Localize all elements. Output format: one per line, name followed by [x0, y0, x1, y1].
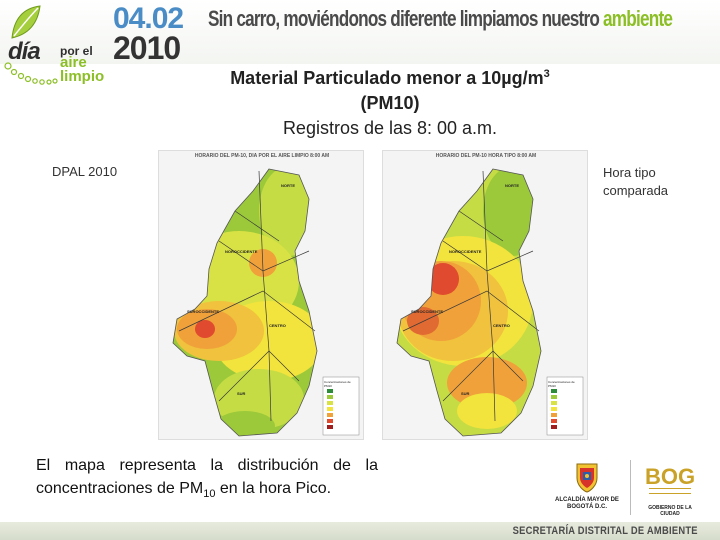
footer-secretaria: SECRETARÍA DISTRITAL DE AMBIENTE — [512, 525, 698, 537]
leaf-logo-icon — [11, 5, 41, 39]
event-date-year: 2010 — [113, 30, 181, 66]
district-label-suroccidente: SUROCCIDENTE — [411, 309, 444, 314]
pm10-map-hora-tipo: HORARIO DEL PM-10 HORA TIPO 8:00 AM NORT… — [382, 150, 588, 440]
header: día por el aire limpio 04.02 2010 Sin ca… — [0, 0, 720, 100]
district-label-sur: SUR — [237, 391, 246, 396]
label-hora-tipo: Hora tipo comparada — [603, 165, 669, 198]
title-line-3: Registros de las 8: 00 a.m. — [282, 118, 498, 138]
pm-subscript: 10 — [203, 488, 216, 501]
title-line-2: (PM10) — [360, 93, 420, 113]
map-caption: HORARIO DEL PM-10, DIA POR EL AIRE LIMPI… — [194, 153, 330, 159]
map-caption: HORARIO DEL PM-10 HORA TIPO 8:00 AM — [435, 153, 537, 159]
alcaldia-name: ALCALDÍA MAYOR DE BOGOTÁ D.C. — [555, 497, 619, 510]
event-date-day: 04.02 — [113, 2, 184, 35]
header-background — [0, 0, 720, 64]
logo-dia-text: día — [8, 38, 41, 65]
district-label-sur: SUR — [461, 391, 470, 396]
district-label-noroccidente: NOROCCIDENTE — [225, 249, 258, 254]
logo-por-el-text: por el — [60, 44, 93, 58]
district-label-norte: NORTE — [281, 183, 295, 188]
bog-subtitle: GOBIERNO DE LA CIUDAD — [648, 505, 692, 517]
district-label-centro: CENTRO — [493, 323, 510, 328]
pm10-map-hora-tipo-graphic — [396, 168, 584, 437]
label-dpal-2010: DPAL 2010 — [52, 164, 118, 179]
header-slogan: Sin carro, moviéndonos diferente limpiam… — [208, 6, 673, 32]
title-superscript: 3 — [543, 68, 550, 80]
district-label-noroccidente: NOROCCIDENTE — [449, 249, 482, 254]
footer-bar — [0, 522, 720, 540]
district-label-norte: NORTE — [505, 183, 519, 188]
pm10-map-dpal: HORARIO DEL PM-10, DIA POR EL AIRE LIMPI… — [158, 150, 364, 440]
bog-logo-icon: BOG — [645, 464, 695, 494]
title-line-1: Material Particulado menor a 10µg/m3 — [230, 68, 550, 88]
slogan-accent-text: ambiente — [603, 6, 673, 31]
legend-title: Concentraciones de PM10 — [548, 380, 575, 388]
slide-title: Material Particulado menor a 10µg/m3 (PM… — [150, 62, 630, 141]
map-description: El mapa representa la distribución de la… — [36, 457, 378, 501]
logo-limpio-text: limpio — [60, 68, 105, 85]
svg-text:BOG: BOG — [645, 464, 695, 489]
district-label-centro: CENTRO — [269, 323, 286, 328]
bubbles-decoration-icon — [4, 62, 58, 85]
logo-aire-text: aire — [60, 54, 87, 71]
slogan-main-text: Sin carro, moviéndonos diferente limpiam… — [208, 6, 600, 31]
bogota-coat-of-arms-icon — [576, 463, 598, 493]
logo-divider — [630, 460, 631, 515]
legend-title: Concentraciones de PM10 — [324, 380, 351, 388]
district-label-suroccidente: SUROCCIDENTE — [187, 309, 220, 314]
pm10-map-dpal-graphic — [172, 168, 360, 437]
